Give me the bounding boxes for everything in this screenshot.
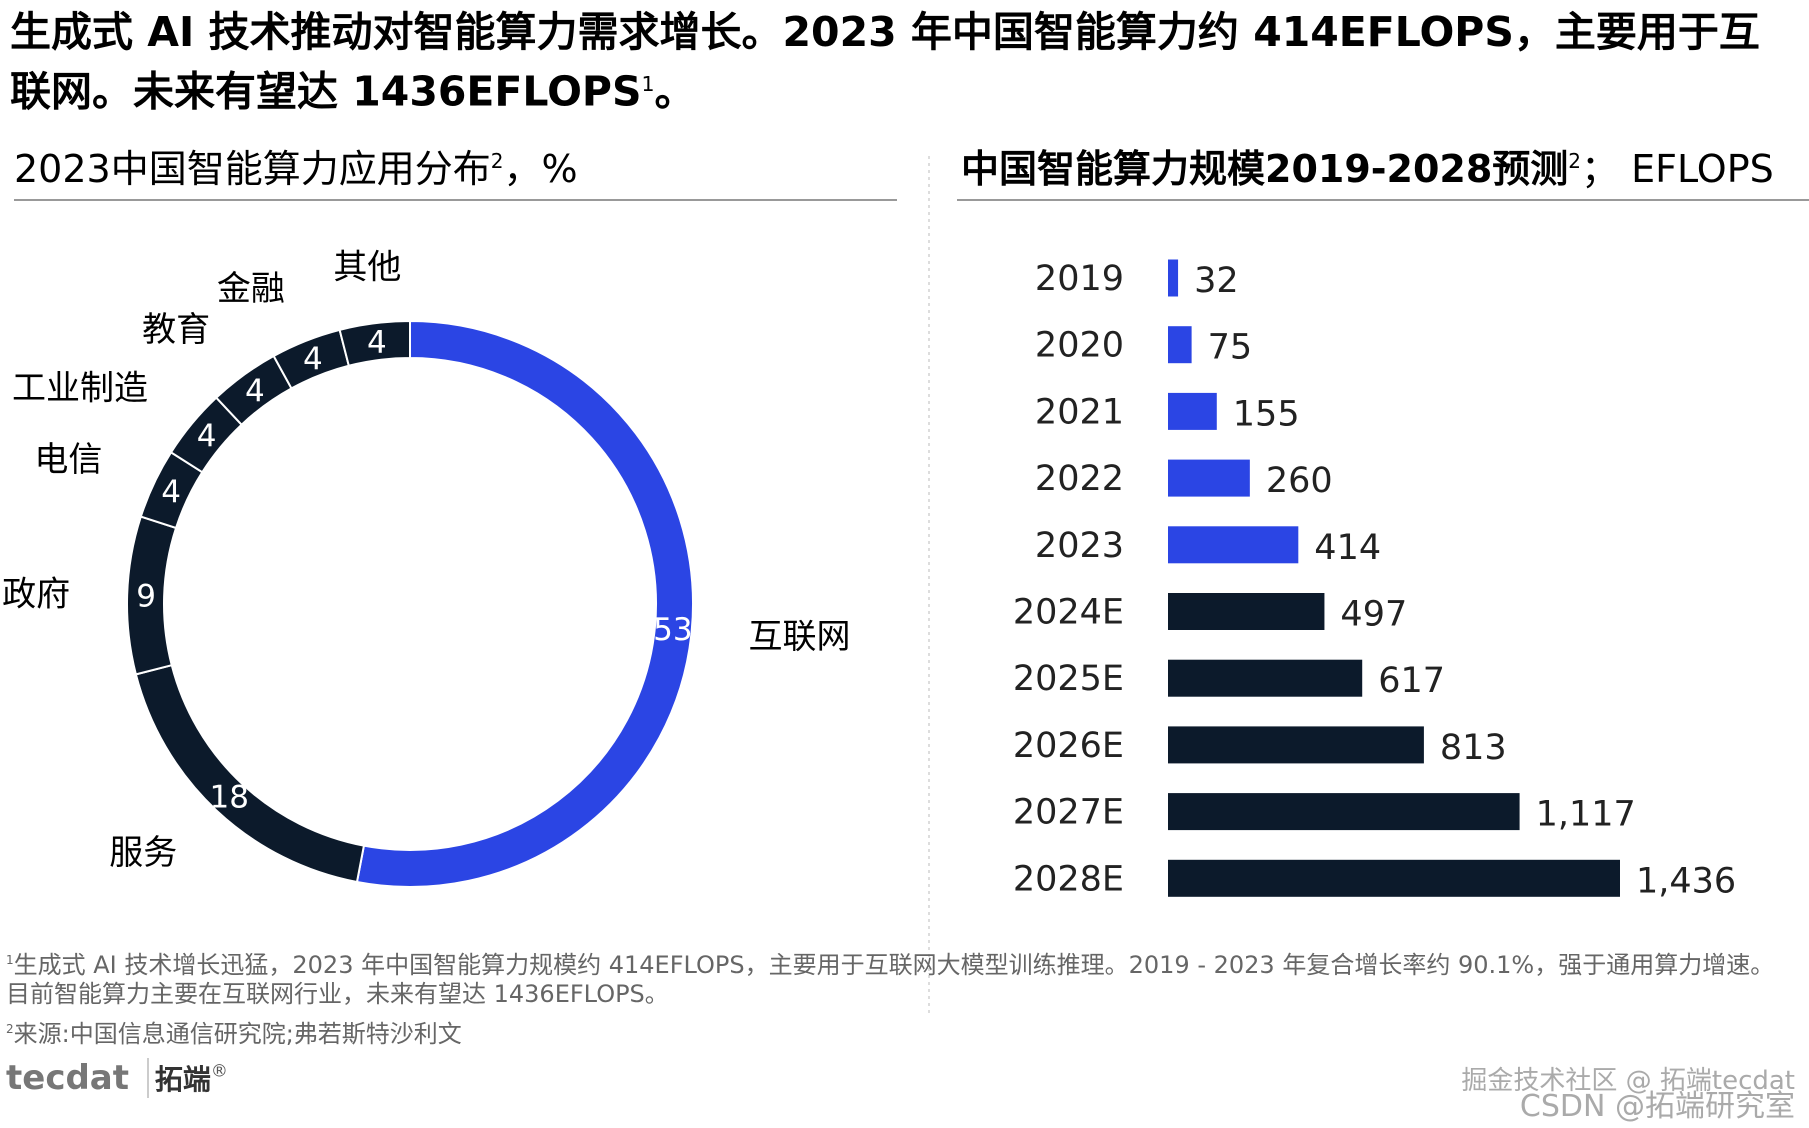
page-title: 生成式 AI 技术推动对智能算力需求增长。2023 年中国智能算力约 414EF… (10, 6, 1800, 118)
title-end: 。 (654, 67, 696, 116)
y-tick-label: 2024E (1013, 593, 1124, 633)
title-text: 生成式 AI 技术推动对智能算力需求增长。2023 年中国智能算力约 414EF… (10, 8, 1760, 116)
bar (1168, 726, 1424, 764)
value-label: 1,436 (1636, 861, 1736, 901)
bar (1168, 392, 1217, 430)
chart-title: 中国智能算力规模2019-2028预测2； EFLOPS (961, 147, 1774, 191)
title-unit: ，% (503, 147, 577, 191)
bar (1168, 526, 1299, 564)
slice-label: 互联网 (748, 617, 850, 657)
title-note: 1 (641, 72, 655, 96)
slice-value: 4 (303, 342, 323, 378)
bar (1168, 793, 1520, 831)
y-tick-label: 2026E (1013, 726, 1124, 766)
donut-slice (338, 319, 411, 367)
bar (1168, 593, 1325, 630)
footnote-text: 生成式 AI 技术增长迅猛，2023 年中国智能算力规模约 414EFLOPS，… (6, 951, 1775, 1008)
slice-label: 电信 (34, 440, 102, 480)
bar (1168, 859, 1620, 897)
watermark: 掘金技术社区 @ 拓端tecdat CSDN @拓端研究室 (1461, 1066, 1795, 1124)
y-tick-label: 2022 (1035, 459, 1124, 499)
slice-label: 金融 (217, 269, 285, 309)
slice-label: 工业制造 (12, 368, 148, 408)
y-tick-label: 2027E (1013, 793, 1124, 833)
footnotes: 1生成式 AI 技术增长迅猛，2023 年中国智能算力规模约 414EFLOPS… (6, 946, 1796, 1055)
value-label: 155 (1233, 394, 1300, 434)
slice-label: 其他 (333, 248, 401, 288)
slice-value: 4 (367, 325, 387, 361)
y-tick-label: 2023 (1035, 526, 1124, 566)
value-label: 813 (1440, 728, 1507, 768)
slice-value: 4 (197, 419, 217, 455)
y-tick-label: 2028E (1013, 859, 1124, 899)
slice-value: 18 (210, 779, 249, 815)
bar (1168, 659, 1363, 697)
footnote-mark: 1 (6, 953, 14, 967)
value-label: 1,117 (1536, 795, 1636, 835)
logo-brand: tecdat (6, 1058, 130, 1098)
charts: 2023中国智能算力应用分布2，% 中国智能算力规模2019-2028预测2； … (2, 147, 1809, 1015)
donut-slice (355, 319, 694, 888)
title-unit: ； EFLOPS (1581, 147, 1774, 191)
value-label: 260 (1266, 461, 1333, 501)
title-text: 2023中国智能算力应用分布 (14, 147, 491, 191)
title-note: 2 (491, 149, 504, 173)
y-tick-label: 2025E (1013, 659, 1124, 699)
logo-name: 拓端 (154, 1063, 211, 1096)
slice-label: 教育 (142, 310, 210, 350)
slice-value: 4 (161, 475, 181, 511)
chart-title: 2023中国智能算力应用分布2，% (14, 147, 578, 191)
footnote-text: 来源:中国信息通信研究院;弗若斯特沙利文 (13, 1020, 462, 1048)
y-tick-label: 2021 (1035, 392, 1124, 432)
value-label: 497 (1340, 595, 1407, 635)
y-tick-label: 2019 (1035, 259, 1124, 299)
slice-value: 53 (653, 612, 692, 648)
logo-mark: ® (210, 1061, 228, 1082)
value-label: 617 (1378, 661, 1445, 701)
bar (1168, 326, 1192, 364)
value-label: 75 (1208, 328, 1253, 368)
logo: tecdat 拓端® (6, 1058, 228, 1098)
watermark-text: CSDN @拓端研究室 (1519, 1089, 1795, 1124)
y-tick-label: 2020 (1035, 326, 1124, 366)
slice-value: 4 (245, 373, 265, 409)
slice-label: 服务 (109, 833, 177, 873)
footnote: 2来源:中国信息通信研究院;弗若斯特沙利文 (6, 1015, 1796, 1049)
value-label: 414 (1314, 528, 1381, 568)
watermark-text: 掘金技术社区 @ 拓端tecdat (1461, 1066, 1795, 1096)
title-text: 中国智能算力规模2019-2028预测 (961, 147, 1568, 191)
slice-value: 9 (136, 579, 156, 615)
slice-label: 政府 (2, 574, 70, 614)
title-note: 2 (1568, 149, 1581, 173)
footnote-mark: 2 (6, 1022, 14, 1036)
value-label: 32 (1194, 261, 1239, 301)
bar (1168, 459, 1250, 497)
bar (1168, 259, 1179, 297)
footnote: 1生成式 AI 技术增长迅猛，2023 年中国智能算力规模约 414EFLOPS… (6, 946, 1796, 1009)
